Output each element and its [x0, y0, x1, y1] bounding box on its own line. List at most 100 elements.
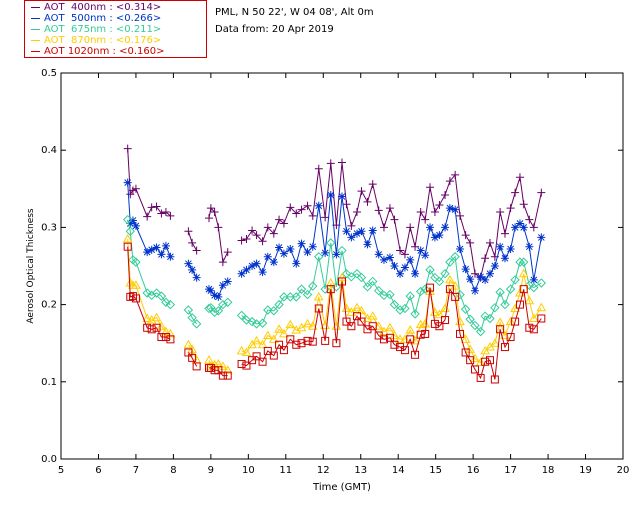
data-point: [262, 330, 273, 339]
data-point: [166, 335, 175, 344]
data-point: [308, 281, 318, 291]
data-point: [496, 207, 505, 216]
data-point: [385, 204, 394, 213]
data-point: [183, 339, 194, 349]
data-point: [152, 202, 161, 211]
data-point: [209, 307, 220, 318]
data-point: [420, 284, 430, 294]
data-point: [204, 214, 213, 223]
data-point: [362, 282, 373, 292]
data-point: [191, 319, 202, 329]
data-point: [286, 335, 295, 344]
data-point: [506, 245, 515, 254]
x-tick-label: 16: [467, 465, 480, 476]
data-point: [485, 269, 494, 278]
data-point: [445, 285, 454, 294]
data-point: [307, 321, 318, 330]
data-point: [445, 177, 454, 186]
data-point: [490, 375, 499, 384]
data-point: [206, 204, 215, 213]
data-point: [430, 319, 439, 328]
data-point: [156, 321, 167, 330]
data-point: [395, 305, 405, 315]
data-point: [274, 324, 284, 333]
data-point: [525, 323, 534, 332]
y-tick-label: 0.0: [41, 454, 57, 465]
legend-line-400nm: [31, 6, 40, 8]
data-point: [426, 223, 435, 232]
data-point: [247, 316, 257, 327]
data-point: [332, 250, 341, 259]
data-point: [291, 292, 301, 302]
data-point: [400, 346, 409, 355]
legend-line-1020nm: [31, 50, 40, 52]
data-point: [183, 305, 194, 315]
y-tick-label: 0.1: [41, 377, 57, 388]
data-point: [529, 275, 538, 284]
data-point: [279, 292, 289, 302]
data-point: [524, 295, 535, 305]
data-point: [122, 214, 133, 225]
plot-frame: [60, 72, 624, 460]
data-point: [445, 257, 455, 267]
data-point: [296, 284, 307, 294]
data-point: [529, 282, 539, 293]
data-point: [161, 333, 170, 342]
data-point: [500, 299, 510, 310]
data-point: [411, 242, 420, 251]
data-point: [456, 211, 465, 220]
data-point: [297, 205, 306, 214]
data-point: [188, 353, 197, 362]
data-point: [420, 318, 431, 328]
data-point: [476, 272, 485, 281]
data-point: [236, 345, 247, 355]
data-point: [210, 207, 219, 216]
data-point: [161, 207, 170, 216]
series-aot-1020nm: [123, 242, 546, 384]
data-point: [368, 276, 378, 287]
data-point: [537, 233, 546, 242]
data-point: [192, 246, 201, 255]
data-point: [157, 209, 166, 218]
data-point: [511, 188, 520, 197]
data-point: [357, 317, 366, 326]
data-point: [466, 275, 475, 284]
x-tick-label: 13: [354, 465, 367, 476]
data-point: [368, 180, 377, 189]
data-point: [251, 335, 262, 345]
data-point: [274, 299, 284, 310]
x-tick-label: 14: [392, 465, 405, 476]
data-point: [252, 259, 261, 268]
data-point: [481, 254, 490, 263]
data-point: [151, 312, 162, 322]
data-point: [337, 245, 347, 256]
legend-label-500nm: AOT 500nm : <0.266>: [44, 13, 162, 24]
data-point: [400, 303, 410, 314]
data-point: [248, 262, 257, 270]
data-point: [302, 289, 313, 300]
data-point: [456, 329, 465, 338]
data-point: [525, 242, 534, 251]
data-point: [314, 201, 323, 210]
legend-label-870nm: AOT 870nm : <0.176>: [44, 35, 162, 46]
data-point: [430, 233, 439, 242]
data-point: [519, 285, 528, 294]
data-point: [204, 303, 214, 314]
data-point: [184, 227, 193, 236]
data-point: [415, 286, 426, 297]
data-point: [357, 227, 366, 236]
data-point: [326, 190, 335, 199]
data-point: [368, 322, 377, 331]
data-point: [131, 280, 141, 289]
data-point: [214, 366, 223, 375]
data-point: [411, 350, 420, 359]
data-point: [425, 265, 435, 275]
data-point: [426, 283, 435, 292]
data-point: [367, 311, 378, 320]
data-point: [385, 289, 395, 300]
data-point: [279, 249, 288, 258]
data-point: [524, 280, 535, 291]
data-point: [286, 245, 295, 254]
data-point: [356, 272, 367, 283]
data-point: [440, 269, 450, 279]
